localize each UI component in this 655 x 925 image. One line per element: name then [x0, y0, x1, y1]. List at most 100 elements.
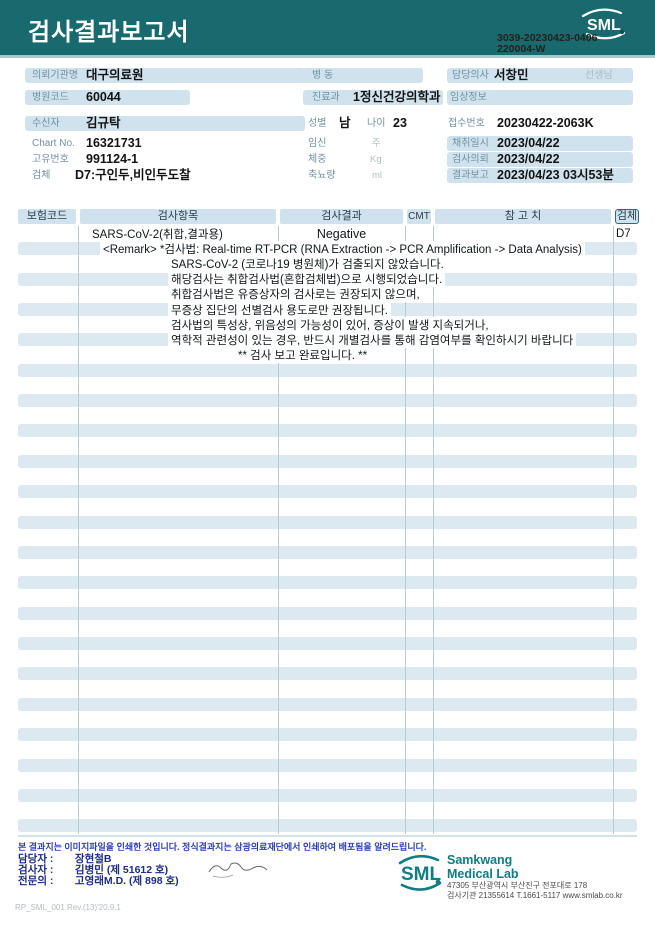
table-row: 검사법의 특성상, 위음성의 가능성이 있어, 증상이 발생 지속되거나,: [18, 316, 637, 333]
table-row: [18, 712, 637, 727]
org-chip: [25, 68, 305, 83]
staff-label: 담당자 :: [18, 853, 54, 865]
table-row: [18, 408, 637, 423]
table-row: [18, 773, 637, 788]
uid-value: 991124-1: [86, 152, 139, 166]
table-row: SARS-CoV-2 (코로나19 병원체)가 검출되지 않았습니다.: [18, 255, 637, 272]
table-row: [18, 727, 637, 742]
table-row: 해당검사는 취합검사법(혼합검체법)으로 시행되었습니다.: [18, 271, 637, 288]
column-divider: [433, 226, 434, 834]
doctor-suffix: 선생님: [585, 70, 613, 81]
table-row: [18, 575, 637, 590]
uid-label: 고유번호: [32, 154, 69, 165]
results-table: 보험코드 검사항목 검사결과 CMT 참 고 치 검체 SARS-CoV-2(취…: [18, 209, 639, 834]
doctor-chip: [447, 68, 633, 83]
header-result: 검사결과: [280, 209, 403, 224]
hospital-code-chip: [25, 90, 190, 105]
table-row: [18, 636, 637, 651]
staff-value: 장현철B: [74, 853, 112, 865]
dept-label: 진료과: [312, 92, 340, 103]
doc-number-2: 220004-W: [497, 43, 546, 55]
table-row: [18, 682, 637, 697]
specimen-value: D7:구인두,비인두도찰: [75, 168, 191, 182]
table-row: <Remark> *검사법: Real-time RT-PCR (RNA Ext…: [18, 240, 637, 257]
table-row: SARS-CoV-2(취합,결과용) Negative D7: [18, 226, 637, 241]
weight-unit: Kg: [370, 154, 382, 165]
table-row: [18, 363, 637, 378]
reported-chip: [447, 168, 633, 183]
dept-chip: [303, 90, 443, 105]
document-numbers: 3039-20230423-0406 220004-W: [497, 33, 647, 55]
table-row: [18, 515, 637, 530]
collected-value: 2023/04/22: [497, 136, 560, 150]
doc-number-1: 3039-20230423-0406: [497, 32, 598, 44]
form-code: RP_SML_001 Rev.(13)'20.9.1: [15, 903, 121, 912]
table-row: 역학적 관련성이 있는 경우, 반드시 개별검사를 통해 감염여부를 확인하시기…: [18, 331, 637, 348]
table-row: [18, 606, 637, 621]
table-row: [18, 469, 637, 484]
table-header: 보험코드 검사항목 검사결과 CMT 참 고 치 검체: [18, 209, 639, 224]
lab-name: Samkwang Medical Lab: [447, 853, 519, 881]
receipt-label: 접수번호: [448, 118, 485, 129]
table-row: [18, 423, 637, 438]
header-insurance-code: 보험코드: [18, 209, 76, 224]
header-specimen: 검체: [615, 209, 639, 224]
clinical-chip: [447, 90, 633, 105]
remark-text: ** 검사 보고 완료입니다. **: [235, 347, 371, 364]
header-cmt: CMT: [407, 209, 431, 224]
table-row: [18, 818, 637, 833]
ward-chip: [303, 68, 423, 83]
lab-address: 47305 부산광역시 부산진구 전포대로 178 검사기관 21355614 …: [447, 881, 623, 901]
lab-contact-line: 검사기관 21355614 T.1661-5117 www.smlab.co.k…: [447, 891, 623, 900]
examiner-label: 검사자 :: [18, 864, 54, 876]
table-row: ** 검사 보고 완료입니다. **: [18, 347, 637, 364]
ward-label: 병 동: [312, 70, 334, 81]
svg-text:SML: SML: [401, 864, 442, 885]
doctor-label: 담당의사: [452, 70, 489, 81]
recipient-value: 김규탁: [86, 116, 121, 130]
table-row: [18, 697, 637, 712]
sex-value: 남: [339, 116, 351, 130]
remark-text: SARS-CoV-2 (코로나19 병원체)가 검출되지 않았습니다.: [168, 255, 447, 272]
table-row: [18, 803, 637, 818]
table-row: [18, 621, 637, 636]
chart-no-value: 16321731: [86, 136, 142, 150]
table-body: SARS-CoV-2(취합,결과용) Negative D7 <Remark> *검사…: [18, 226, 637, 834]
table-row: [18, 560, 637, 575]
header-test-name: 검사항목: [80, 209, 276, 224]
banner-divider: [0, 55, 655, 58]
collected-chip: [447, 136, 633, 151]
table-row: [18, 651, 637, 666]
hospital-code-value: 60044: [86, 90, 121, 104]
table-row: [18, 742, 637, 757]
lab-name-line2: Medical Lab: [447, 867, 519, 881]
requested-chip: [447, 152, 633, 167]
table-row: [18, 499, 637, 514]
recipient-chip: [25, 116, 305, 131]
table-row: [18, 378, 637, 393]
print-note: 본 결과지는 이미지파일을 인쇄한 것입니다. 정식결과지는 삼광의료재단에서 …: [18, 842, 427, 852]
column-divider: [278, 226, 279, 834]
examiner-value: 김병민 (제 51612 호): [74, 864, 169, 876]
table-row: [18, 530, 637, 545]
table-row: 무증상 집단의 선별검사 용도로만 권장됩니다.: [18, 301, 637, 318]
specialist-row: 전문의 : 고영래M.D. (제 898 호): [18, 873, 179, 888]
table-row: [18, 591, 637, 606]
urine-label: 축뇨량: [308, 170, 336, 181]
age-label: 나이: [367, 118, 386, 129]
table-row: [18, 666, 637, 681]
hospital-code-label: 병원코드: [32, 92, 69, 103]
page-title: 검사결과보고서: [28, 19, 190, 46]
reported-label: 결과보고: [452, 170, 489, 181]
age-value: 23: [393, 116, 407, 130]
table-row: [18, 439, 637, 454]
remark-text: 역학적 관련성이 있는 경우, 반드시 개별검사를 통해 감염여부를 확인하시기…: [168, 331, 577, 348]
examiner-row: 검사자 : 김병민 (제 51612 호): [18, 862, 168, 877]
column-divider: [405, 226, 406, 834]
sml-logo-icon: SML: [581, 8, 626, 40]
requested-value: 2023/04/22: [497, 152, 560, 166]
specimen-label: 검체: [32, 170, 51, 181]
remark-text: 취합검사법은 유증상자의 검사로는 권장되지 않으며,: [168, 286, 423, 303]
result-specimen: D7: [616, 227, 631, 240]
